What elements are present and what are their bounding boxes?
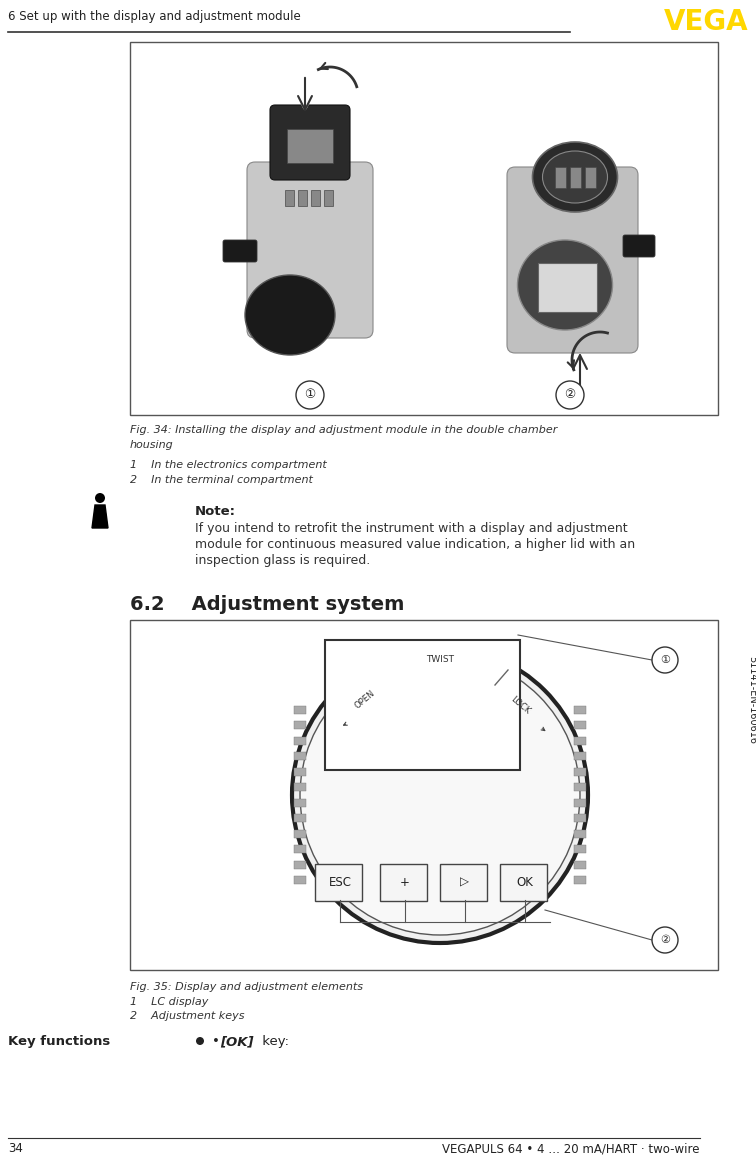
Text: Fig. 34: Installing the display and adjustment module in the double chamber: Fig. 34: Installing the display and adju… (130, 425, 557, 435)
FancyBboxPatch shape (294, 815, 306, 823)
Circle shape (95, 493, 105, 503)
Circle shape (300, 655, 580, 935)
Text: key:: key: (258, 1036, 289, 1048)
Text: 34: 34 (8, 1142, 23, 1155)
Text: 6.2    Adjustment system: 6.2 Adjustment system (130, 595, 404, 614)
FancyBboxPatch shape (294, 845, 306, 853)
FancyBboxPatch shape (569, 167, 581, 187)
Ellipse shape (543, 152, 608, 202)
Text: OK: OK (516, 876, 534, 889)
Text: ▷: ▷ (460, 876, 469, 889)
FancyBboxPatch shape (574, 830, 586, 838)
Text: LOCK: LOCK (509, 694, 531, 716)
FancyBboxPatch shape (294, 798, 306, 806)
Text: ②: ② (660, 935, 670, 945)
FancyBboxPatch shape (298, 190, 306, 206)
Circle shape (296, 381, 324, 410)
Circle shape (652, 927, 678, 953)
FancyBboxPatch shape (574, 783, 586, 791)
Text: •: • (212, 1036, 228, 1048)
Text: +: + (400, 876, 410, 889)
Polygon shape (92, 504, 108, 528)
Text: 1    LC display: 1 LC display (130, 997, 209, 1007)
Text: ①: ① (660, 655, 670, 665)
FancyBboxPatch shape (311, 190, 320, 206)
Text: 2    In the terminal compartment: 2 In the terminal compartment (130, 476, 313, 485)
Ellipse shape (532, 142, 618, 212)
Text: Fig. 35: Display and adjustment elements: Fig. 35: Display and adjustment elements (130, 982, 363, 992)
Text: 6 Set up with the display and adjustment module: 6 Set up with the display and adjustment… (8, 10, 301, 23)
FancyBboxPatch shape (130, 620, 718, 970)
Text: Note:: Note: (195, 504, 236, 518)
FancyBboxPatch shape (574, 861, 586, 869)
FancyBboxPatch shape (130, 42, 718, 415)
FancyBboxPatch shape (507, 167, 638, 353)
FancyBboxPatch shape (623, 235, 655, 257)
FancyBboxPatch shape (574, 815, 586, 823)
Circle shape (652, 647, 678, 673)
FancyBboxPatch shape (574, 768, 586, 776)
Ellipse shape (245, 275, 335, 355)
Text: OPEN: OPEN (353, 690, 376, 710)
FancyBboxPatch shape (324, 190, 333, 206)
FancyBboxPatch shape (294, 706, 306, 714)
FancyBboxPatch shape (294, 752, 306, 760)
FancyBboxPatch shape (294, 861, 306, 869)
Text: ②: ② (565, 389, 575, 401)
FancyBboxPatch shape (294, 737, 306, 745)
Text: housing: housing (130, 440, 174, 450)
FancyBboxPatch shape (440, 864, 487, 901)
Text: module for continuous measured value indication, a higher lid with an: module for continuous measured value ind… (195, 538, 635, 551)
FancyBboxPatch shape (500, 864, 547, 901)
FancyBboxPatch shape (574, 752, 586, 760)
FancyBboxPatch shape (284, 190, 293, 206)
FancyBboxPatch shape (584, 167, 596, 187)
Text: inspection glass is required.: inspection glass is required. (195, 554, 370, 567)
Text: TWIST: TWIST (426, 655, 454, 663)
FancyBboxPatch shape (380, 864, 427, 901)
Text: ①: ① (305, 389, 315, 401)
FancyBboxPatch shape (223, 239, 257, 261)
FancyBboxPatch shape (554, 167, 565, 187)
Text: If you intend to retrofit the instrument with a display and adjustment: If you intend to retrofit the instrument… (195, 522, 627, 535)
FancyBboxPatch shape (574, 876, 586, 884)
Circle shape (556, 381, 584, 410)
Text: 2    Adjustment keys: 2 Adjustment keys (130, 1011, 244, 1020)
FancyBboxPatch shape (574, 737, 586, 745)
FancyBboxPatch shape (247, 162, 373, 338)
Text: 51141-EN-160616: 51141-EN-160616 (747, 656, 756, 744)
Text: [OK]: [OK] (220, 1036, 253, 1048)
Text: Key functions: Key functions (8, 1036, 110, 1048)
FancyBboxPatch shape (287, 128, 333, 163)
Text: ESC: ESC (329, 876, 352, 889)
FancyBboxPatch shape (294, 722, 306, 729)
Ellipse shape (518, 239, 612, 330)
FancyBboxPatch shape (538, 263, 597, 312)
FancyBboxPatch shape (294, 830, 306, 838)
FancyBboxPatch shape (294, 876, 306, 884)
Circle shape (292, 647, 588, 943)
FancyBboxPatch shape (270, 105, 350, 180)
FancyBboxPatch shape (294, 783, 306, 791)
FancyBboxPatch shape (574, 798, 586, 806)
FancyBboxPatch shape (574, 706, 586, 714)
Text: 1    In the electronics compartment: 1 In the electronics compartment (130, 460, 327, 470)
FancyBboxPatch shape (315, 864, 362, 901)
Text: VEGAPULS 64 • 4 … 20 mA/HART · two-wire: VEGAPULS 64 • 4 … 20 mA/HART · two-wire (442, 1142, 700, 1155)
Text: VEGA: VEGA (663, 8, 748, 36)
Circle shape (196, 1037, 204, 1045)
FancyBboxPatch shape (574, 845, 586, 853)
FancyBboxPatch shape (325, 640, 520, 771)
FancyBboxPatch shape (574, 722, 586, 729)
FancyBboxPatch shape (294, 768, 306, 776)
